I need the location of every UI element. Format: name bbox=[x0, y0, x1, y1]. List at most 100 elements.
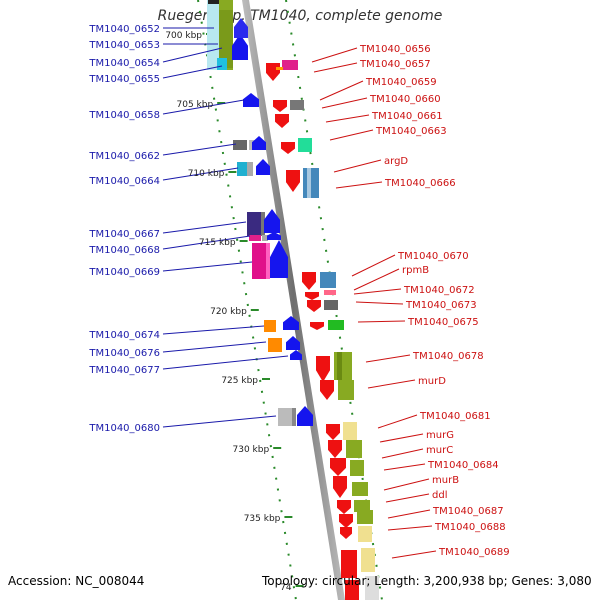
gene-arrow bbox=[333, 476, 347, 498]
right-gene-label: murG bbox=[426, 430, 454, 441]
right-gene-labels: TM1040_0656 TM1040_0657 TM1040_0659 TM1040_… bbox=[359, 44, 510, 558]
gene-feature bbox=[219, 10, 233, 68]
gene-arrow bbox=[266, 63, 280, 81]
leader-line bbox=[319, 80, 364, 101]
right-gene-label: TM1040_0661 bbox=[371, 111, 443, 122]
gene-arrow bbox=[290, 350, 302, 360]
gene-arrow bbox=[252, 136, 266, 150]
leader-line bbox=[387, 509, 431, 519]
leader-line bbox=[335, 181, 383, 189]
gene-arrow bbox=[330, 458, 346, 476]
gene-arrow bbox=[273, 100, 287, 112]
leader-line bbox=[162, 65, 223, 79]
gene-feature bbox=[208, 0, 219, 4]
right-gene-label: TM1040_0670 bbox=[397, 251, 469, 262]
gene-arrow bbox=[275, 114, 289, 128]
leader-line bbox=[162, 221, 247, 234]
right-gene-label: TM1040_0657 bbox=[359, 59, 431, 70]
left-gene-label: TM1040_0653 bbox=[88, 40, 160, 51]
leader-line bbox=[313, 62, 358, 73]
scale-labels: 700 kbp 705 kbp 710 kbp 715 kbp 720 kbp 725 k… bbox=[165, 31, 292, 593]
gene-arrow bbox=[270, 240, 288, 278]
right-gene-label: TM1040_0688 bbox=[434, 522, 506, 533]
leader-line bbox=[162, 167, 239, 181]
gene-arrow bbox=[281, 142, 295, 154]
right-gene-label: TM1040_0666 bbox=[384, 178, 456, 189]
right-gene-label: TM1040_0678 bbox=[412, 351, 484, 362]
gene-feature bbox=[328, 320, 344, 330]
accession-label: Accession: NC_008044 bbox=[8, 574, 145, 588]
gene-feature bbox=[324, 290, 336, 295]
leader-line bbox=[355, 301, 404, 305]
left-gene-labels: TM1040_0652 TM1040_0653 TM1040_0654 TM1040_… bbox=[88, 24, 160, 434]
left-gene-label: TM1040_0677 bbox=[88, 365, 160, 376]
left-gene-label: TM1040_0658 bbox=[88, 110, 160, 121]
gene-feature bbox=[237, 162, 247, 176]
leader-line bbox=[377, 414, 418, 429]
left-gene-label: TM1040_0668 bbox=[88, 245, 160, 256]
gene-arrow bbox=[310, 322, 324, 330]
left-gene-label: TM1040_0662 bbox=[88, 151, 160, 162]
scale-label: 730 kbp bbox=[233, 445, 270, 455]
gene-feature bbox=[343, 422, 357, 440]
gene-feature bbox=[247, 162, 253, 176]
gene-feature bbox=[324, 300, 338, 310]
leader-line bbox=[387, 525, 433, 531]
right-gene-label: murD bbox=[418, 376, 446, 387]
leader-line bbox=[162, 261, 253, 272]
leader-line bbox=[162, 235, 251, 250]
leader-line bbox=[383, 463, 426, 471]
right-gene-label: TM1040_0663 bbox=[375, 126, 447, 137]
gene-feature bbox=[247, 212, 261, 236]
gene-feature bbox=[307, 168, 311, 198]
scale-label: 700 kbp bbox=[165, 31, 202, 41]
left-gene-label: TM1040_0655 bbox=[88, 74, 160, 85]
leader-line bbox=[385, 493, 430, 503]
left-gene-label: TM1040_0680 bbox=[88, 423, 160, 434]
left-gene-label: TM1040_0667 bbox=[88, 229, 160, 240]
scale-label: 720 kbp bbox=[210, 307, 247, 317]
gene-arrow bbox=[326, 424, 340, 440]
gene-arrow bbox=[320, 380, 334, 400]
right-gene-label: TM1040_0675 bbox=[407, 317, 479, 328]
gene-feature bbox=[345, 580, 359, 600]
leader-line bbox=[325, 114, 370, 123]
gene-feature bbox=[292, 408, 296, 426]
gene-feature bbox=[278, 408, 292, 426]
gene-arrow bbox=[307, 300, 321, 312]
gene-feature bbox=[261, 212, 265, 236]
topology-label: Topology: circular; Length: 3,200,938 bp… bbox=[262, 574, 592, 588]
left-gene-label: TM1040_0676 bbox=[88, 348, 160, 359]
gene-feature bbox=[264, 320, 276, 332]
right-gene-label: murC bbox=[426, 445, 453, 456]
scale-label: 705 kbp bbox=[177, 100, 214, 110]
gene-feature bbox=[217, 58, 227, 70]
gene-feature bbox=[290, 100, 304, 110]
gene-arrow bbox=[302, 272, 316, 290]
gene-feature bbox=[352, 482, 368, 496]
gene-feature bbox=[346, 440, 362, 458]
genome-backbone bbox=[242, 0, 345, 600]
leader-line bbox=[311, 47, 358, 63]
left-dotted-guide bbox=[197, 0, 297, 600]
right-gene-label: TM1040_0681 bbox=[419, 411, 491, 422]
left-gene-label: TM1040_0652 bbox=[88, 24, 160, 35]
gene-arrow bbox=[243, 93, 259, 107]
right-gene-label: ddl bbox=[432, 490, 447, 501]
scale-label: 735 kbp bbox=[244, 514, 281, 524]
left-gene-label: TM1040_0674 bbox=[88, 330, 160, 341]
gene-feature bbox=[262, 235, 268, 241]
leader-line bbox=[351, 254, 396, 277]
scale-label: 725 kbp bbox=[221, 376, 258, 386]
gene-feature bbox=[350, 460, 364, 476]
leader-line bbox=[353, 268, 400, 291]
gene-feature bbox=[276, 67, 283, 70]
leader-line bbox=[367, 379, 416, 389]
gene-feature bbox=[207, 0, 219, 70]
gene-arrow bbox=[267, 232, 281, 240]
gene-arrow bbox=[264, 209, 280, 233]
gene-arrow bbox=[328, 440, 342, 458]
gene-arrow bbox=[286, 170, 300, 192]
leader-line bbox=[329, 129, 374, 141]
right-gene-label: TM1040_0672 bbox=[403, 285, 475, 296]
